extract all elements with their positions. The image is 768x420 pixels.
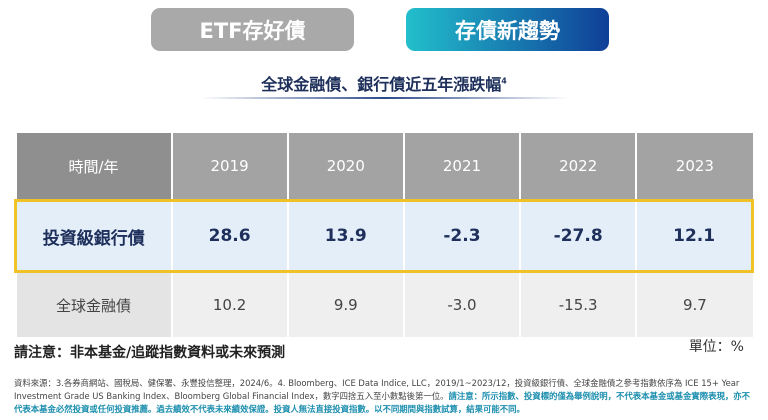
table-row: 投資級銀行債 28.6 13.9 -2.3 -27.8 12.1 bbox=[14, 199, 755, 273]
header-cell: 時間/年 bbox=[14, 133, 172, 201]
cell: 13.9 bbox=[286, 199, 404, 273]
row-label: 全球金融債 bbox=[14, 271, 172, 337]
header-cell: 2020 bbox=[286, 133, 404, 201]
title-text: 全球金融債、銀行債近五年漲跌幅 bbox=[261, 75, 502, 94]
unit-label: 單位：% bbox=[688, 339, 744, 355]
tab-bond-new-trend[interactable]: 存債新趨勢 bbox=[406, 8, 609, 51]
cell: 12.1 bbox=[635, 199, 755, 273]
header-cell: 2019 bbox=[170, 133, 288, 201]
tab-etf-good-bonds[interactable]: ETF存好債 bbox=[151, 8, 354, 51]
header-cell: 2021 bbox=[402, 133, 521, 201]
cell: -15.3 bbox=[519, 271, 637, 337]
cell: -3.0 bbox=[402, 271, 521, 337]
cell: -2.3 bbox=[402, 199, 521, 273]
cell: 9.7 bbox=[635, 271, 753, 337]
page-title: 全球金融債、銀行債近五年漲跌幅4 bbox=[0, 71, 768, 95]
table-row: 全球金融債 10.2 9.9 -3.0 -15.3 9.7 bbox=[14, 271, 753, 337]
footnote-ref: 4 bbox=[501, 76, 507, 86]
header-cell: 2022 bbox=[519, 133, 637, 201]
source-footnote: 資料來源：3.各券商網站、國稅局、健保署、永豐投信整理，2024/6。4. Bl… bbox=[14, 377, 754, 416]
cell: -27.8 bbox=[519, 199, 637, 273]
disclaimer-note: 請注意：非本基金/追蹤指數資料或未來預測 bbox=[14, 345, 286, 361]
table-header-row: 時間/年 2019 2020 2021 2022 2023 bbox=[14, 133, 753, 201]
row-label: 投資級銀行債 bbox=[14, 199, 172, 273]
header-cell: 2023 bbox=[635, 133, 753, 201]
cell: 28.6 bbox=[170, 199, 288, 273]
cell: 10.2 bbox=[170, 271, 288, 337]
source-text: 資料來源：3.各券商網站、國稅局、健保署、永豐投信整理，2024/6。4. Bl… bbox=[14, 378, 740, 401]
returns-table: 時間/年 2019 2020 2021 2022 2023 投資級銀行債 28.… bbox=[14, 133, 755, 337]
cell: 9.9 bbox=[286, 271, 404, 337]
source-disclaimer: 請注意：所示指數、投資標的僅為舉例說明，不代表本基金或基金實際表現，亦不代表本基… bbox=[14, 391, 750, 414]
title-underline bbox=[200, 97, 570, 99]
